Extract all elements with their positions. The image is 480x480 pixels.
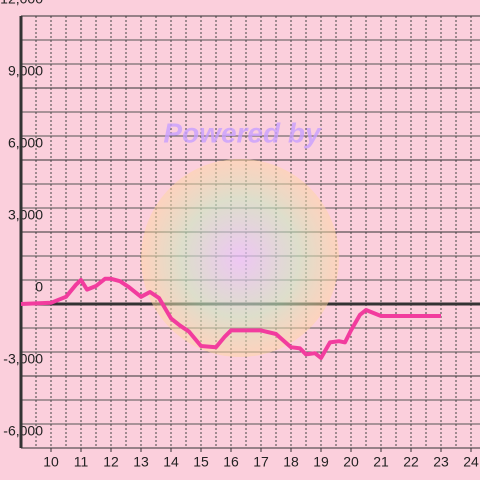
y-tick-label: -3,000 xyxy=(3,351,43,367)
x-tick-label: 13 xyxy=(133,454,149,470)
x-tick-label: 14 xyxy=(163,454,179,470)
x-tick-label: 17 xyxy=(253,454,269,470)
y-tick-label: 9,000 xyxy=(8,63,43,79)
x-tick-label: 16 xyxy=(223,454,239,470)
plot xyxy=(20,276,441,360)
x-tick-label: 11 xyxy=(74,454,89,470)
x-tick-label: 20 xyxy=(343,454,359,470)
y-tick-label: 6,000 xyxy=(8,135,43,151)
y-tick-label: 12,000 xyxy=(0,0,43,7)
x-tick-label: 24 xyxy=(463,454,479,470)
x-tick-label: 10 xyxy=(43,454,59,470)
y-tick-label: 0 xyxy=(35,279,43,295)
x-tick-label: 22 xyxy=(403,454,419,470)
watermark-logo xyxy=(141,159,339,357)
x-tick-label: 19 xyxy=(313,454,329,470)
data-line xyxy=(20,276,441,360)
watermark: Powered by xyxy=(163,117,322,148)
x-tick-label: 15 xyxy=(193,454,209,470)
y-tick-label: 3,000 xyxy=(8,207,43,223)
x-tick-label: 23 xyxy=(433,454,449,470)
y-tick-label: -6,000 xyxy=(3,423,43,439)
x-tick-label: 18 xyxy=(283,454,299,470)
x-tick-label: 21 xyxy=(373,454,389,470)
x-tick-label: 12 xyxy=(103,454,119,470)
